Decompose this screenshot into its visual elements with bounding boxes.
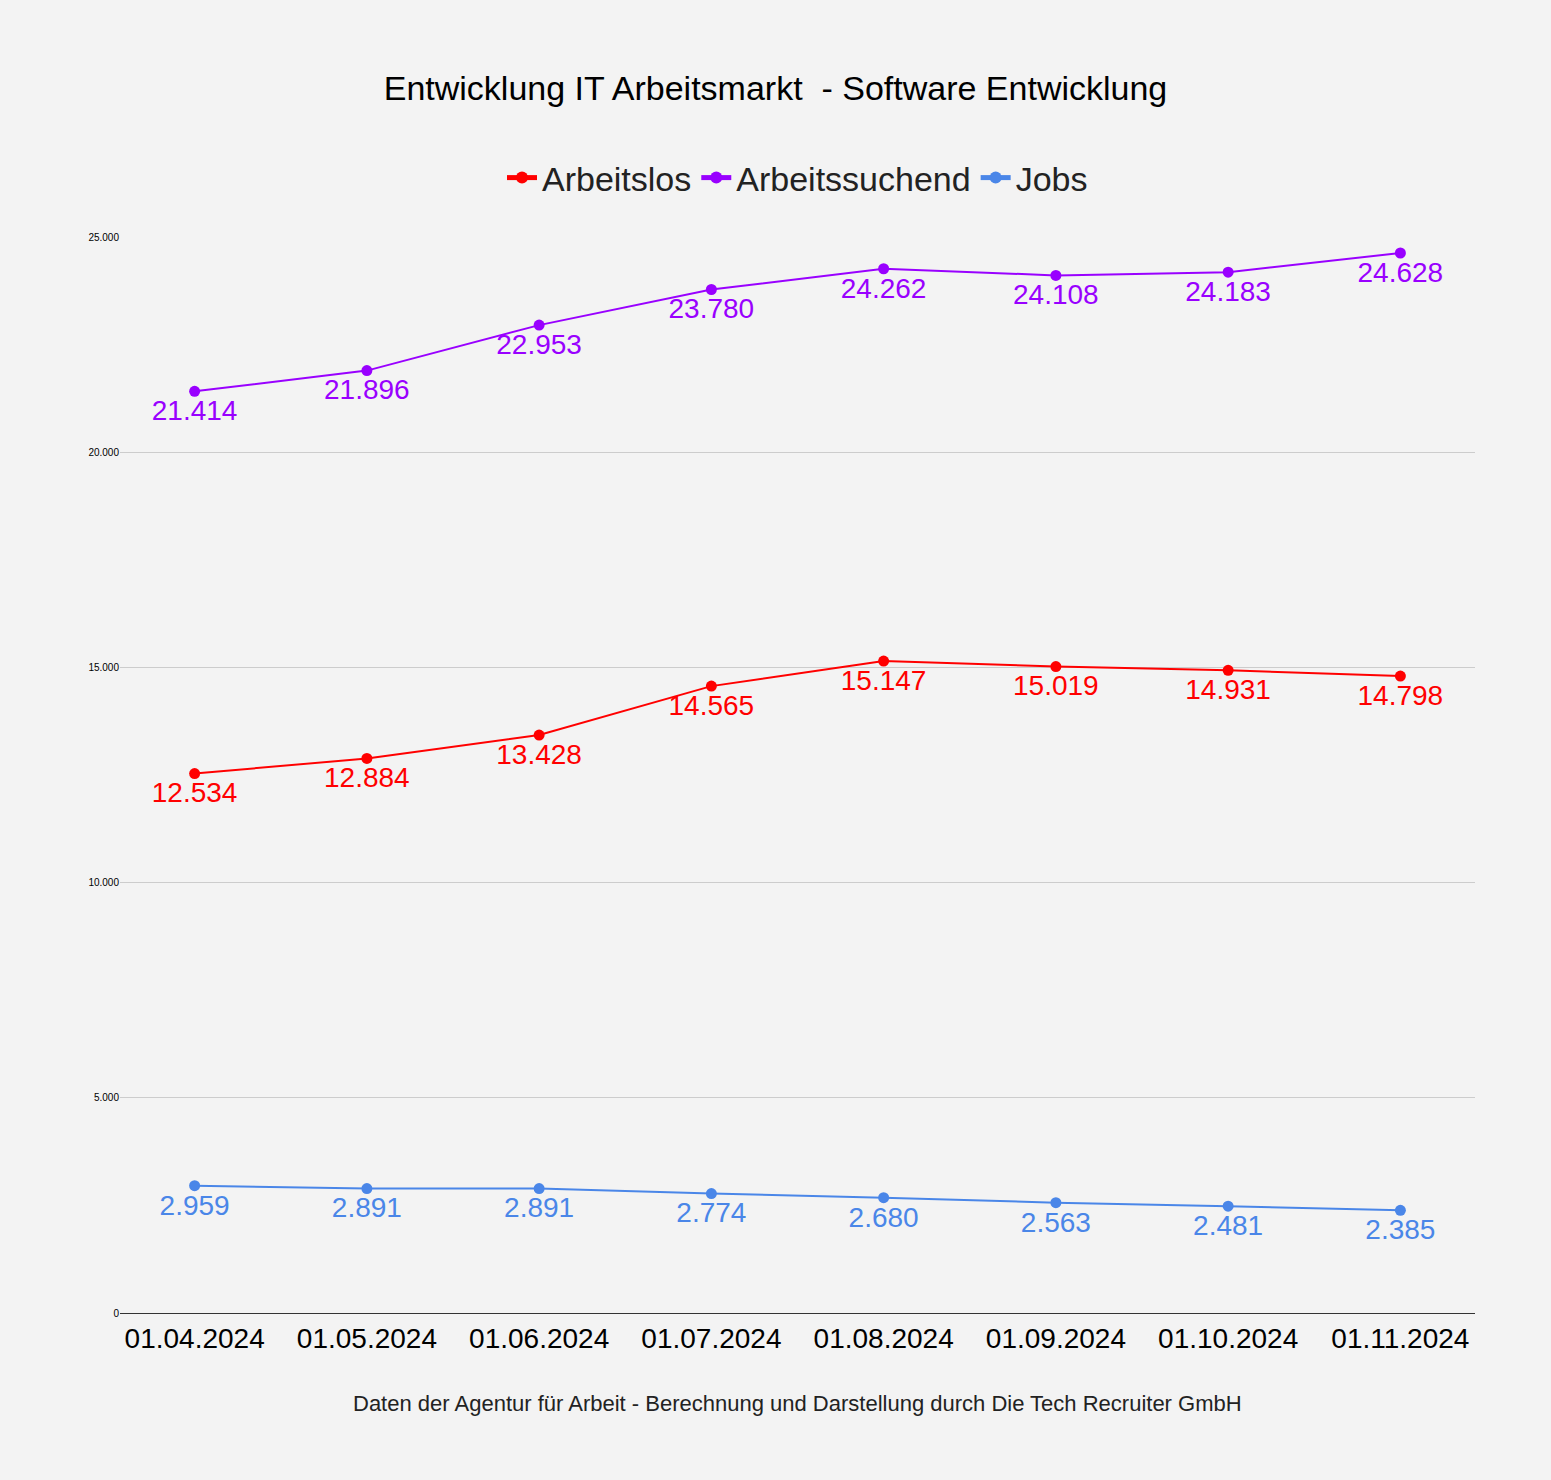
svg-text:Jobs: Jobs [1016,160,1088,198]
svg-text:01.09.2024: 01.09.2024 [986,1323,1126,1354]
svg-text:12.534: 12.534 [152,777,238,808]
svg-text:24.183: 24.183 [1185,276,1271,307]
svg-text:Arbeitslos: Arbeitslos [542,160,691,198]
svg-text:15.147: 15.147 [841,665,927,696]
svg-text:Daten der Agentur für Arbeit -: Daten der Agentur für Arbeit - Berechnun… [353,1391,1242,1416]
svg-text:23.780: 23.780 [669,293,755,324]
svg-text:24.628: 24.628 [1358,257,1444,288]
svg-text:2.385: 2.385 [1365,1214,1435,1245]
svg-text:10.000: 10.000 [88,877,119,888]
svg-text:01.05.2024: 01.05.2024 [297,1323,437,1354]
svg-text:2.680: 2.680 [849,1202,919,1233]
svg-text:0: 0 [113,1308,119,1319]
svg-text:14.798: 14.798 [1358,680,1444,711]
svg-text:2.774: 2.774 [676,1197,746,1228]
svg-text:01.07.2024: 01.07.2024 [641,1323,781,1354]
svg-text:01.10.2024: 01.10.2024 [1158,1323,1298,1354]
svg-text:13.428: 13.428 [496,739,582,770]
svg-text:Arbeitssuchend: Arbeitssuchend [736,160,970,198]
svg-text:01.04.2024: 01.04.2024 [125,1323,265,1354]
svg-text:12.884: 12.884 [324,762,410,793]
svg-text:24.108: 24.108 [1013,279,1099,310]
svg-text:01.06.2024: 01.06.2024 [469,1323,609,1354]
svg-text:01.11.2024: 01.11.2024 [1331,1323,1469,1354]
svg-text:14.931: 14.931 [1185,674,1271,705]
svg-text:24.262: 24.262 [841,273,927,304]
svg-text:2.891: 2.891 [332,1192,402,1223]
svg-text:2.481: 2.481 [1193,1210,1263,1241]
svg-text:21.414: 21.414 [152,395,238,426]
svg-text:01.08.2024: 01.08.2024 [814,1323,954,1354]
svg-text:2.563: 2.563 [1021,1207,1091,1238]
svg-text:22.953: 22.953 [496,329,582,360]
svg-text:20.000: 20.000 [88,447,119,458]
svg-text:2.891: 2.891 [504,1192,574,1223]
svg-text:Entwicklung IT Arbeitsmarkt -: Entwicklung IT Arbeitsmarkt - Software E… [384,69,1168,107]
svg-text:15.019: 15.019 [1013,670,1099,701]
svg-text:25.000: 25.000 [88,232,119,243]
svg-text:21.896: 21.896 [324,374,410,405]
svg-text:14.565: 14.565 [669,690,755,721]
svg-text:15.000: 15.000 [88,662,119,673]
svg-text:5.000: 5.000 [94,1092,119,1103]
svg-text:2.959: 2.959 [160,1190,230,1221]
